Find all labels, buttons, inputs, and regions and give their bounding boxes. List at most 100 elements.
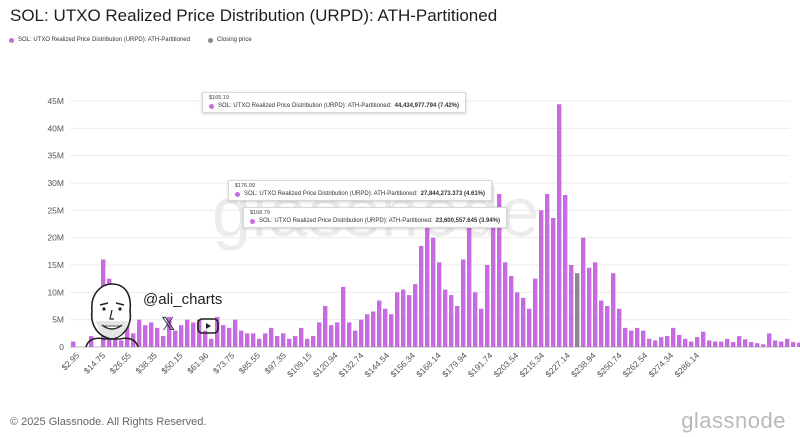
bar — [89, 336, 94, 347]
x-tick-label: $286.14 — [672, 350, 701, 379]
x-tick-label: $274.34 — [646, 350, 675, 379]
bar — [797, 342, 800, 347]
bar — [233, 319, 238, 347]
youtube-icon[interactable] — [197, 318, 219, 334]
bar — [521, 297, 526, 347]
bar — [185, 319, 190, 347]
bar — [455, 306, 460, 347]
x-tick-label: $85.55 — [237, 350, 263, 376]
bar — [173, 330, 178, 347]
bar — [221, 325, 226, 347]
bar — [731, 342, 736, 347]
x-tick-label: $238.94 — [569, 350, 598, 379]
bar — [509, 275, 514, 347]
x-tick-label: $191.74 — [466, 350, 495, 379]
bar — [713, 341, 718, 347]
bar — [563, 195, 568, 347]
y-tick-label: 35M — [47, 151, 64, 161]
bar — [557, 104, 562, 347]
x-tick-label: $2.95 — [59, 350, 81, 372]
chart-title: SOL: UTXO Realized Price Distribution (U… — [10, 6, 498, 25]
bar — [125, 322, 130, 347]
bar — [647, 338, 652, 347]
bar — [587, 267, 592, 347]
x-tick-label: $14.75 — [82, 350, 108, 376]
bar — [479, 308, 484, 347]
bar — [743, 339, 748, 347]
x-tick-label: $73.75 — [211, 350, 237, 376]
bar — [767, 333, 772, 347]
bar — [179, 325, 184, 347]
bar — [653, 340, 658, 347]
bar — [749, 342, 754, 347]
bar — [257, 338, 262, 347]
bar — [437, 262, 442, 347]
bar — [491, 207, 496, 347]
y-tick-label: 15M — [47, 260, 64, 270]
closing-price-bar — [575, 273, 580, 347]
bar — [623, 327, 628, 347]
bar — [383, 308, 388, 347]
legend-dot-icon — [208, 37, 213, 43]
y-tick-label: 40M — [47, 123, 64, 133]
legend-label-urpd: SOL: UTXO Realized Price Distribution (U… — [18, 37, 190, 43]
tooltip-2: $176.99 SOL: UTXO Realized Price Distrib… — [228, 180, 492, 201]
x-tick-label: $227.14 — [543, 350, 572, 379]
bar — [419, 245, 424, 347]
bar — [539, 210, 544, 347]
bar — [143, 325, 148, 347]
bar — [683, 338, 688, 347]
bar — [167, 316, 172, 347]
copyright-footer: © 2025 Glassnode. All Rights Reserved. — [10, 416, 207, 428]
bar — [467, 213, 472, 347]
legend-item-urpd[interactable]: SOL: UTXO Realized Price Distribution (U… — [9, 37, 190, 43]
bar — [341, 286, 346, 347]
x-tick-label: $262.54 — [621, 350, 650, 379]
bar — [677, 334, 682, 347]
bar — [191, 322, 196, 347]
bar — [605, 306, 610, 347]
x-tick-label: $250.74 — [595, 350, 624, 379]
bar — [779, 341, 784, 347]
tooltip-dot-icon — [235, 191, 240, 197]
bar — [569, 265, 574, 347]
bar — [689, 341, 694, 347]
bar — [599, 300, 604, 347]
bar — [629, 330, 634, 347]
bar — [209, 338, 214, 347]
bar — [593, 262, 598, 347]
bar — [533, 278, 538, 347]
bar — [785, 338, 790, 347]
bar — [701, 331, 706, 347]
tooltip-label: SOL: UTXO Realized Price Distribution (U… — [244, 191, 418, 197]
tooltip-1: $165.19 SOL: UTXO Realized Price Distrib… — [202, 92, 466, 113]
tooltip-value: 27,844,273.373 (4.61%) — [420, 191, 485, 197]
x-axis: $2.95 $14.75 $26.55 $38.35 $50.15 $61.96 $73.7… — [59, 350, 701, 379]
x-tick-label: $26.55 — [108, 350, 134, 376]
x-icon[interactable]: 𝕏 — [161, 314, 176, 334]
bar — [545, 193, 550, 347]
bar — [365, 314, 370, 347]
bar — [449, 295, 454, 347]
bar — [719, 341, 724, 347]
bar — [245, 333, 250, 347]
bar — [725, 338, 730, 347]
bar — [71, 341, 76, 347]
tooltip-price: $168.79 — [250, 210, 270, 216]
y-tick-label: 0 — [59, 342, 64, 352]
legend-item-closing-price[interactable]: Closing price — [208, 37, 252, 43]
bar — [251, 333, 256, 347]
x-tick-label: $132.74 — [337, 350, 366, 379]
bar — [473, 292, 478, 347]
bar — [161, 336, 166, 347]
bar — [197, 319, 202, 347]
tooltip-label: SOL: UTXO Realized Price Distribution (U… — [259, 218, 433, 224]
bar — [635, 327, 640, 347]
bar — [347, 322, 352, 347]
bar — [737, 336, 742, 347]
x-tick-label: $215.34 — [517, 350, 546, 379]
bar — [305, 338, 310, 347]
bar — [773, 340, 778, 347]
bar — [443, 289, 448, 347]
bar — [263, 333, 268, 347]
